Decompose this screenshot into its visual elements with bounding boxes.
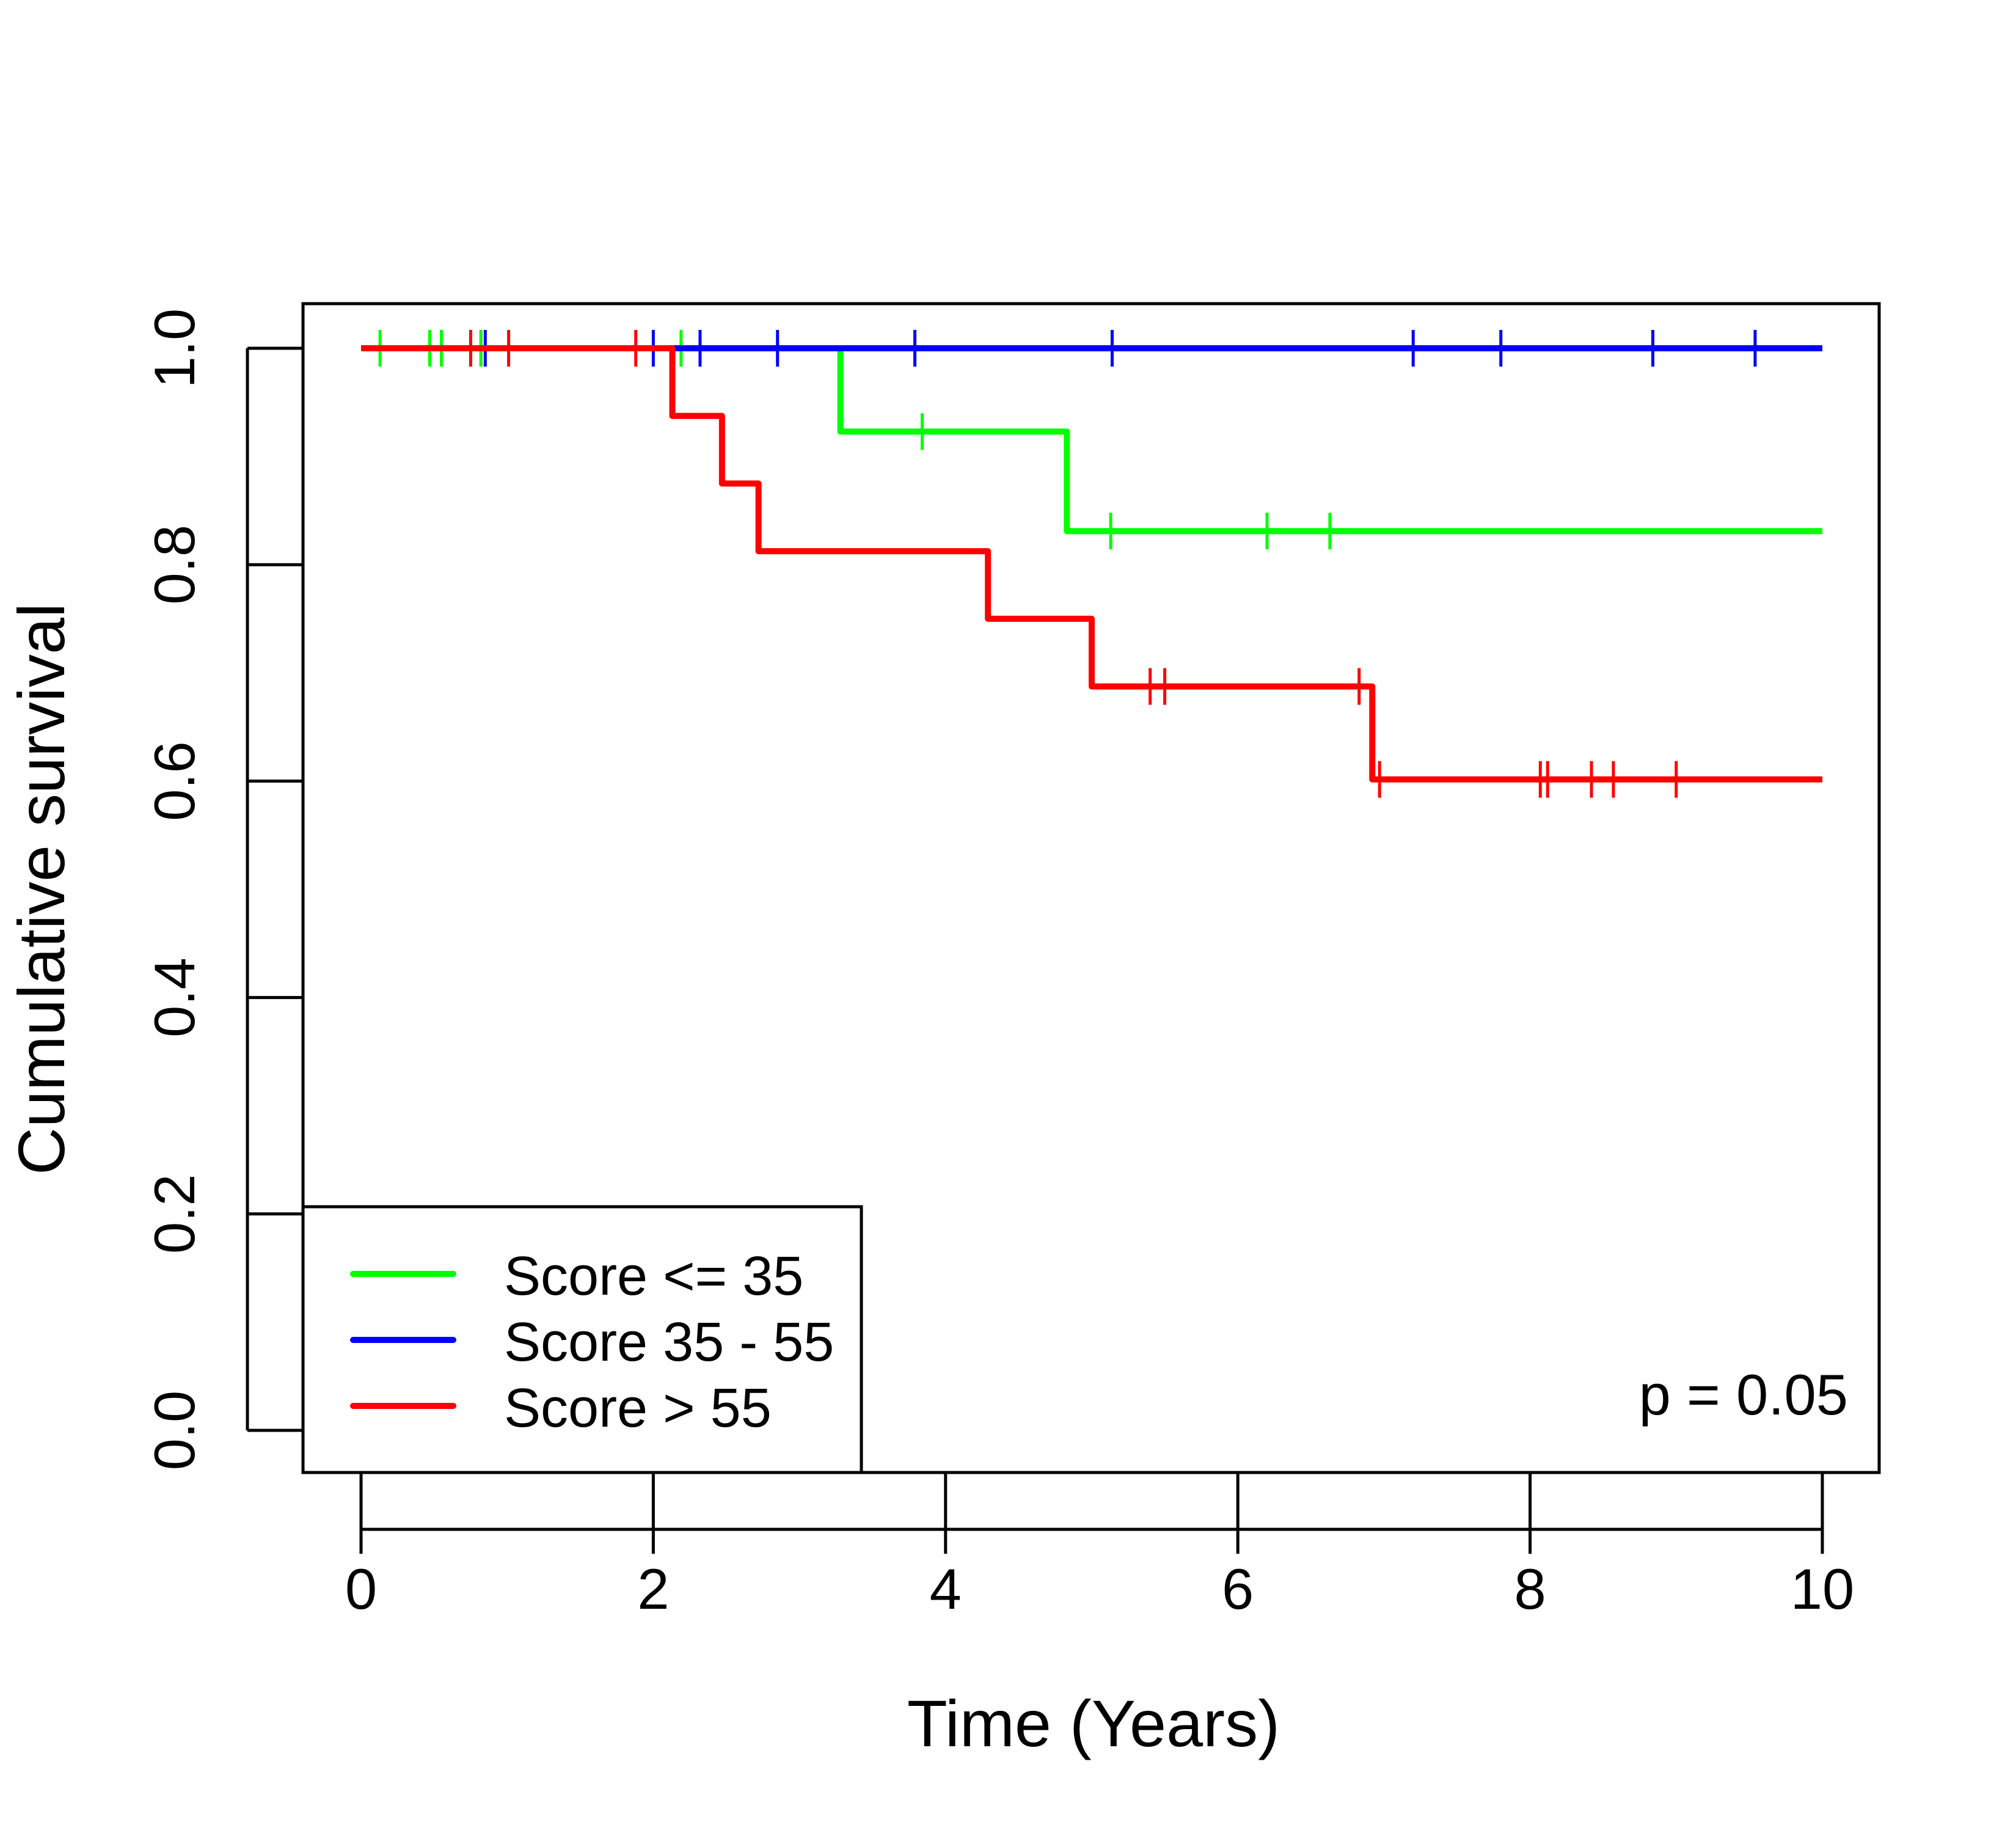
survival-curve [361, 345, 1822, 783]
axes-group: 0 2 4 6 8 10 0.0 0.2 0.4 0.6 0.8 1.0 [142, 309, 1854, 1621]
y-tick-label: 0.6 [142, 741, 206, 821]
legend-label: Score > 55 [504, 1378, 772, 1439]
x-tick-label: 10 [1791, 1557, 1855, 1621]
plot-frame [301, 302, 1881, 1474]
legend-label: Score <= 35 [504, 1246, 803, 1307]
y-tick-label: 0.8 [142, 525, 206, 605]
y-tick-label: 0.0 [142, 1391, 206, 1471]
series-1 [483, 330, 1822, 367]
y-tick-label: 0.2 [142, 1174, 206, 1254]
series-0 [361, 330, 1822, 550]
survival-curve [361, 345, 1822, 535]
series-2 [361, 330, 1822, 798]
x-tick-label: 2 [637, 1557, 669, 1621]
x-axis-label: Time (Years) [907, 1686, 1280, 1760]
x-tick-label: 8 [1514, 1557, 1546, 1621]
series-group [361, 330, 1822, 798]
p-value-annotation: p = 0.05 [1639, 1363, 1848, 1427]
x-tick-label: 0 [345, 1557, 377, 1621]
legend-label: Score 35 - 55 [504, 1312, 834, 1373]
x-tick-label: 4 [930, 1557, 962, 1621]
x-tick-label: 6 [1222, 1557, 1254, 1621]
y-axis-label: Cumulative survival [4, 603, 78, 1175]
y-tick-label: 1.0 [142, 309, 206, 389]
y-tick-label: 0.4 [142, 957, 206, 1037]
